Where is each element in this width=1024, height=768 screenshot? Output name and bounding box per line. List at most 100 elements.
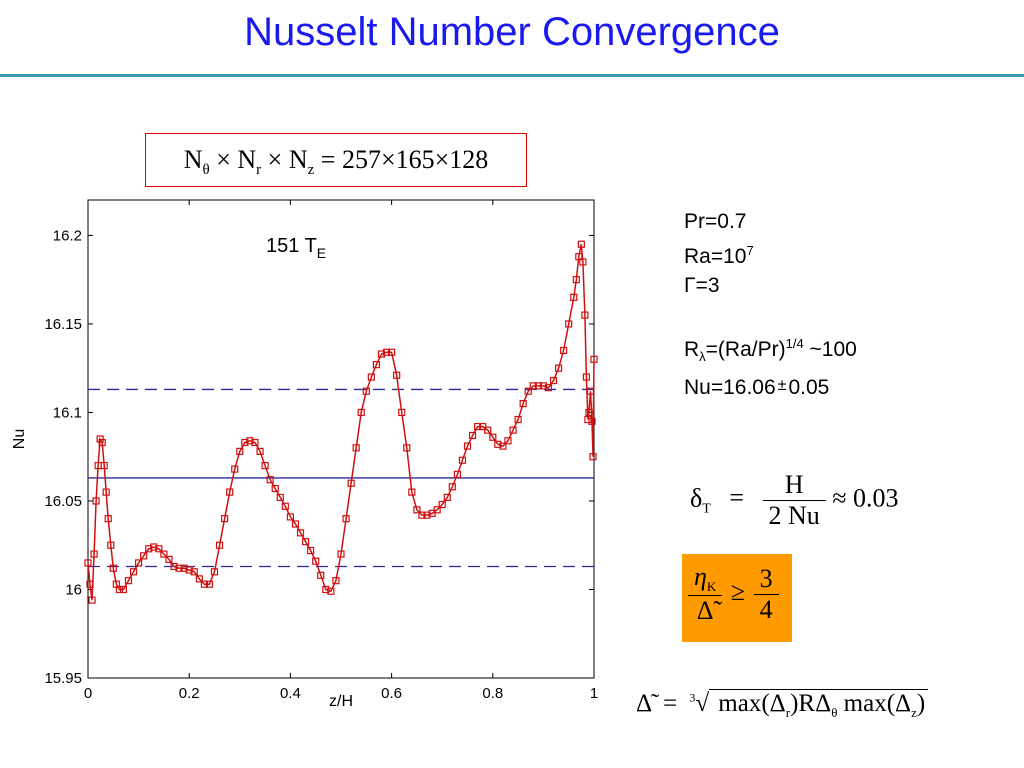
- data-point: [100, 461, 108, 470]
- data-point: [423, 511, 431, 519]
- data-point: [98, 438, 106, 447]
- data-point: [276, 493, 284, 502]
- data-point: [590, 355, 598, 363]
- param-ra: Ra=107: [684, 243, 754, 268]
- data-point: [92, 497, 100, 505]
- x-axis-ticks: 0 0.2 0.4 0.6 0.8 1: [84, 200, 598, 702]
- data-point: [499, 442, 507, 450]
- sample-count-annotation: 151 TE: [266, 235, 326, 261]
- x-tick-label: 1: [590, 685, 598, 702]
- data-point: [86, 580, 94, 588]
- data-point: [544, 384, 553, 392]
- nusselt-chart: 0 0.2 0.4 0.6 0.8 1 15.95 16 16.05 16.1 16.15 16.2…: [11, 199, 598, 710]
- data-point: [84, 559, 92, 567]
- data-point: [332, 577, 340, 585]
- data-point: [140, 552, 148, 560]
- data-point: [104, 515, 112, 523]
- data-point: [312, 557, 320, 565]
- x-tick-label: 0.4: [280, 685, 301, 702]
- data-point: [327, 587, 335, 595]
- data-point: [226, 488, 234, 496]
- data-point: [357, 408, 365, 417]
- data-point: [581, 311, 589, 319]
- data-point: [534, 382, 542, 390]
- data-point: [124, 577, 133, 585]
- x-tick-label: 0.2: [179, 685, 200, 702]
- data-point: [382, 348, 391, 356]
- y-axis-ticks: 15.95 16 16.05 16.1 16.15 16.2: [44, 227, 594, 687]
- data-point: [560, 346, 568, 355]
- title-divider: [0, 74, 1024, 77]
- data-point: [185, 566, 193, 574]
- data-point: [438, 500, 446, 509]
- y-tick-label: 16.15: [44, 316, 82, 333]
- data-point: [90, 550, 98, 558]
- filter-width-equation: Δ̃ = 3√ max(Δr)RΔθ max(Δz): [636, 689, 929, 721]
- data-point: [519, 399, 527, 408]
- data-point: [586, 387, 595, 395]
- data-point: [367, 373, 375, 381]
- data-point: [453, 470, 461, 479]
- data-point: [256, 447, 264, 455]
- data-point: [119, 585, 128, 594]
- data-point: [468, 431, 477, 440]
- data-point: [570, 293, 578, 301]
- data-point: [575, 253, 583, 261]
- data-point: [129, 568, 138, 576]
- y-tick-label: 16.1: [53, 404, 82, 421]
- data-point: [398, 408, 406, 417]
- data-point: [474, 423, 482, 431]
- data-point: [155, 545, 163, 553]
- data-point: [170, 562, 178, 571]
- data-point: [251, 438, 259, 447]
- param-gamma: Γ=3: [684, 274, 720, 297]
- parameter-list: Pr=0.7 Ra=107 Γ=3 Rλ=(Ra/Pr)1/4 ~100 Nu=…: [684, 207, 857, 402]
- y-tick-label: 16: [65, 581, 82, 598]
- data-point: [582, 373, 591, 381]
- data-point: [352, 444, 360, 452]
- data-point: [408, 488, 416, 496]
- data-point: [549, 376, 558, 385]
- data-point: [413, 506, 421, 514]
- data-point: [317, 571, 325, 579]
- param-r-lambda: Rλ=(Ra/Pr)1/4 ~100: [684, 336, 857, 365]
- data-point: [388, 348, 396, 356]
- data-point: [524, 387, 532, 395]
- data-point: [246, 437, 254, 445]
- data-point: [458, 456, 467, 464]
- data-point: [102, 488, 110, 496]
- data-point: [579, 258, 587, 266]
- data-point: [286, 513, 294, 521]
- data-point: [160, 550, 168, 558]
- grid-resolution-box: Nθ × Nr × Nz = 257×165×128: [145, 133, 527, 187]
- grid-resolution-value: 257×165×128: [341, 145, 489, 174]
- data-point: [88, 596, 96, 604]
- data-point: [565, 320, 573, 328]
- data-point: [484, 426, 492, 434]
- nu-series-markers: [84, 240, 598, 604]
- y-tick-label: 16.05: [44, 493, 82, 510]
- param-nu: Nu=16.06 ±0.05: [684, 376, 830, 400]
- data-point: [135, 559, 143, 567]
- data-point: [337, 550, 345, 558]
- data-point: [585, 408, 593, 417]
- data-point: [554, 364, 563, 372]
- data-point: [266, 476, 274, 484]
- data-point: [577, 240, 585, 248]
- grid-n-r: Nr: [237, 145, 262, 179]
- param-pr: Pr=0.7: [684, 210, 747, 233]
- data-point: [588, 417, 596, 425]
- data-point: [241, 438, 249, 447]
- data-point: [200, 580, 208, 588]
- data-point: [342, 515, 350, 523]
- x-tick-label: 0: [84, 685, 92, 702]
- data-point: [463, 442, 472, 450]
- grid-n-theta: Nθ: [183, 145, 210, 179]
- data-point: [307, 546, 315, 555]
- data-point: [589, 453, 597, 461]
- data-point: [190, 568, 198, 576]
- plot-frame: [87, 199, 595, 679]
- x-axis-label: z/H: [329, 693, 353, 710]
